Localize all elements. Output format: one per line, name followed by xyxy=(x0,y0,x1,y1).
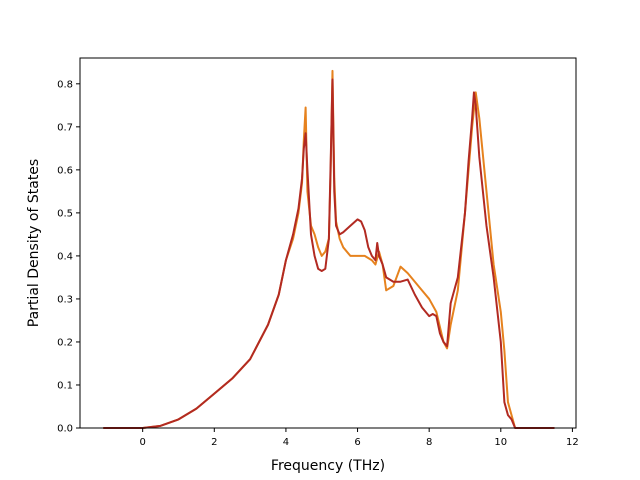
y-tick-label: 0.7 xyxy=(57,122,73,133)
y-tick-label: 0.5 xyxy=(57,208,73,219)
series-layer xyxy=(103,69,555,429)
y-tick-label: 0.0 xyxy=(57,424,73,435)
x-tick-label: 12 xyxy=(566,437,579,448)
y-axis-label: Partial Density of States xyxy=(26,159,42,327)
plot-area-frame xyxy=(79,57,577,429)
y-tick-label: 0.2 xyxy=(57,337,73,348)
series-line-1 xyxy=(103,69,555,429)
x-tick-label: 8 xyxy=(426,437,432,448)
x-tick-label: 2 xyxy=(211,437,217,448)
y-tick-label: 0.4 xyxy=(57,251,73,262)
x-tick-label: 4 xyxy=(283,437,289,448)
x-tick-label: 0 xyxy=(139,437,145,448)
y-tick-label: 0.3 xyxy=(57,294,73,305)
x-axis-label: Frequency (THz) xyxy=(271,458,385,474)
y-tick-label: 0.1 xyxy=(57,380,73,391)
x-tick-label: 6 xyxy=(354,437,360,448)
y-tick-label: 0.6 xyxy=(57,165,73,176)
series-line-2 xyxy=(103,78,555,429)
y-tick-label: 0.8 xyxy=(57,79,73,90)
x-tick-label: 10 xyxy=(494,437,507,448)
x-axis-ticks: 0 2 4 6 8 10 12 xyxy=(139,428,579,448)
y-axis-ticks: 0.0 0.1 0.2 0.3 0.4 0.5 0.6 0.7 0.8 xyxy=(57,79,80,435)
